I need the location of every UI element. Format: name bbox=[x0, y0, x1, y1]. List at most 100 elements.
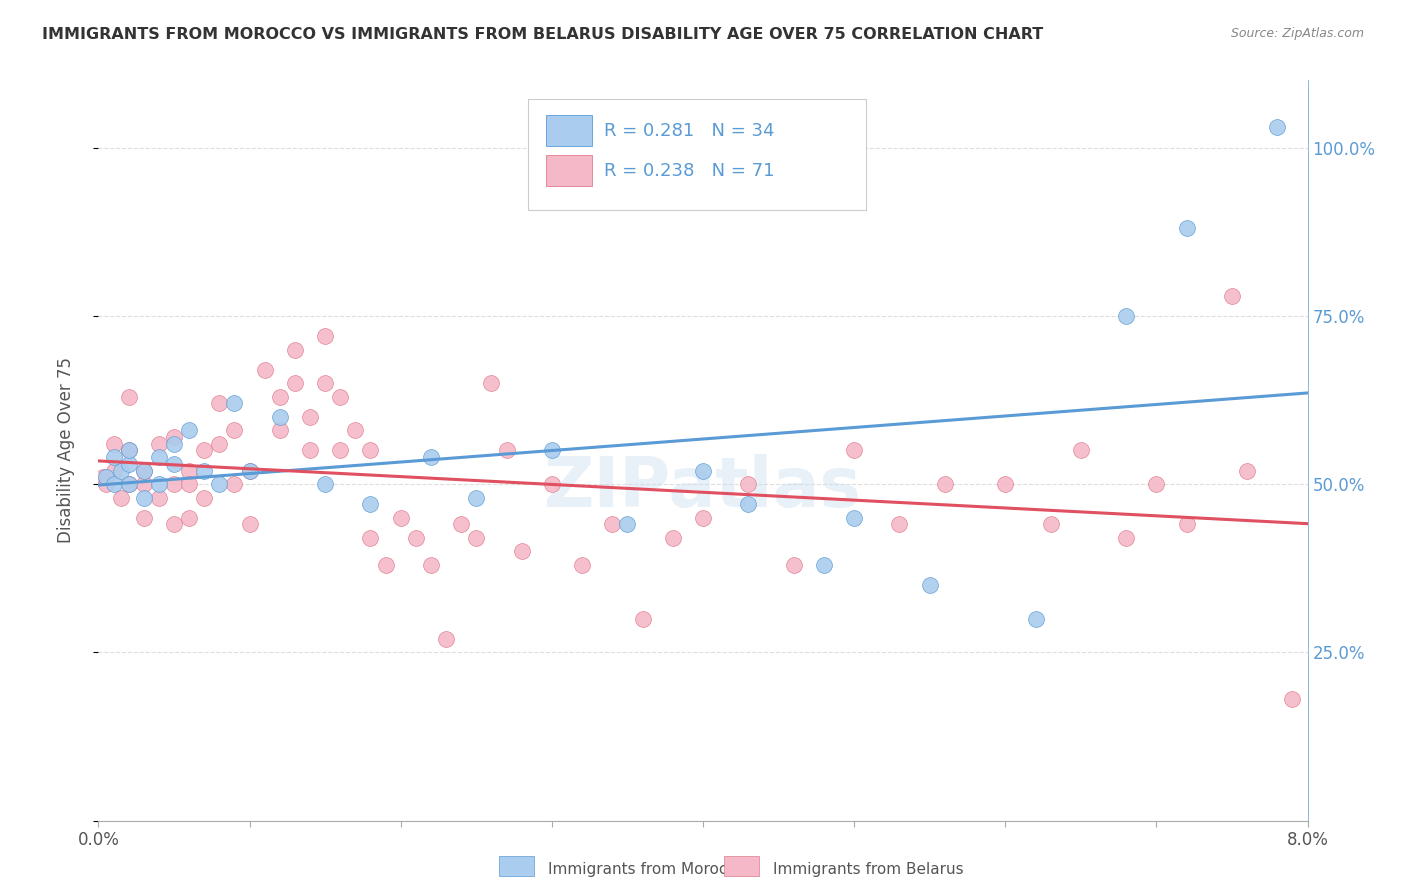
Point bbox=[224, 423, 246, 437]
Point bbox=[1025, 612, 1047, 626]
Point bbox=[224, 477, 246, 491]
Point bbox=[420, 558, 443, 572]
Point bbox=[360, 497, 382, 511]
Point bbox=[1039, 517, 1062, 532]
Point bbox=[314, 329, 336, 343]
Point bbox=[179, 464, 201, 478]
Text: IMMIGRANTS FROM MOROCCO VS IMMIGRANTS FROM BELARUS DISABILITY AGE OVER 75 CORREL: IMMIGRANTS FROM MOROCCO VS IMMIGRANTS FR… bbox=[42, 27, 1043, 42]
Point bbox=[540, 443, 562, 458]
Point bbox=[495, 443, 517, 458]
Point bbox=[179, 477, 201, 491]
Point bbox=[118, 477, 141, 491]
Point bbox=[103, 464, 125, 478]
Point bbox=[163, 457, 186, 471]
Point bbox=[299, 409, 322, 424]
Point bbox=[844, 443, 866, 458]
Point bbox=[1146, 477, 1168, 491]
Point bbox=[148, 477, 170, 491]
Point bbox=[661, 531, 683, 545]
Point bbox=[284, 343, 307, 357]
Point bbox=[110, 464, 132, 478]
Point bbox=[1175, 517, 1198, 532]
Point bbox=[1115, 531, 1137, 545]
Point bbox=[360, 443, 382, 458]
Point bbox=[110, 491, 132, 505]
Point bbox=[1281, 692, 1303, 706]
Point bbox=[389, 510, 412, 524]
Point bbox=[148, 436, 170, 450]
Point bbox=[208, 396, 231, 410]
Text: Immigrants from Morocco: Immigrants from Morocco bbox=[548, 863, 745, 877]
Point bbox=[193, 491, 215, 505]
Point bbox=[616, 517, 638, 532]
FancyBboxPatch shape bbox=[546, 115, 592, 146]
Point bbox=[193, 443, 215, 458]
Point bbox=[148, 491, 170, 505]
Point bbox=[284, 376, 307, 391]
Point bbox=[889, 517, 911, 532]
Point bbox=[179, 423, 201, 437]
Point bbox=[269, 390, 291, 404]
Point bbox=[103, 450, 125, 465]
Point bbox=[692, 510, 714, 524]
Point bbox=[239, 517, 262, 532]
Point bbox=[934, 477, 956, 491]
Point bbox=[163, 436, 186, 450]
Point bbox=[405, 531, 427, 545]
Point bbox=[481, 376, 503, 391]
Point bbox=[239, 464, 262, 478]
Point bbox=[1267, 120, 1289, 135]
Point bbox=[94, 477, 117, 491]
Point bbox=[329, 390, 352, 404]
Point bbox=[132, 510, 155, 524]
Text: R = 0.281   N = 34: R = 0.281 N = 34 bbox=[603, 121, 775, 140]
Point bbox=[374, 558, 396, 572]
Text: ZIPatlas: ZIPatlas bbox=[544, 454, 862, 521]
Point bbox=[224, 396, 246, 410]
Point bbox=[118, 477, 141, 491]
Point bbox=[132, 464, 155, 478]
Point bbox=[329, 443, 352, 458]
Point bbox=[94, 470, 117, 484]
Point bbox=[1175, 221, 1198, 235]
Point bbox=[208, 436, 231, 450]
Point bbox=[118, 443, 141, 458]
Point bbox=[844, 510, 866, 524]
Point bbox=[1220, 288, 1243, 302]
Point bbox=[420, 450, 443, 465]
Point bbox=[132, 477, 155, 491]
Point bbox=[434, 632, 457, 646]
Point bbox=[344, 423, 367, 437]
Point bbox=[269, 409, 291, 424]
Point bbox=[1115, 309, 1137, 323]
Point bbox=[163, 517, 186, 532]
Point bbox=[118, 390, 141, 404]
Point bbox=[253, 362, 276, 376]
Point bbox=[91, 470, 114, 484]
Y-axis label: Disability Age Over 75: Disability Age Over 75 bbox=[56, 358, 75, 543]
Point bbox=[360, 531, 382, 545]
Point bbox=[163, 430, 186, 444]
Text: Source: ZipAtlas.com: Source: ZipAtlas.com bbox=[1230, 27, 1364, 40]
Point bbox=[571, 558, 593, 572]
Point bbox=[239, 464, 262, 478]
Point bbox=[450, 517, 472, 532]
Point bbox=[193, 464, 215, 478]
Point bbox=[163, 477, 186, 491]
Point bbox=[994, 477, 1017, 491]
Text: R = 0.238   N = 71: R = 0.238 N = 71 bbox=[603, 161, 775, 179]
Point bbox=[692, 464, 714, 478]
Point bbox=[737, 497, 759, 511]
Point bbox=[540, 477, 562, 491]
Point bbox=[1070, 443, 1092, 458]
Point bbox=[299, 443, 322, 458]
Point bbox=[179, 510, 201, 524]
Point bbox=[118, 457, 141, 471]
FancyBboxPatch shape bbox=[546, 155, 592, 186]
Point bbox=[118, 443, 141, 458]
Point bbox=[314, 477, 336, 491]
Point bbox=[269, 423, 291, 437]
Point bbox=[465, 531, 488, 545]
Point bbox=[1236, 464, 1258, 478]
Point bbox=[510, 544, 533, 558]
